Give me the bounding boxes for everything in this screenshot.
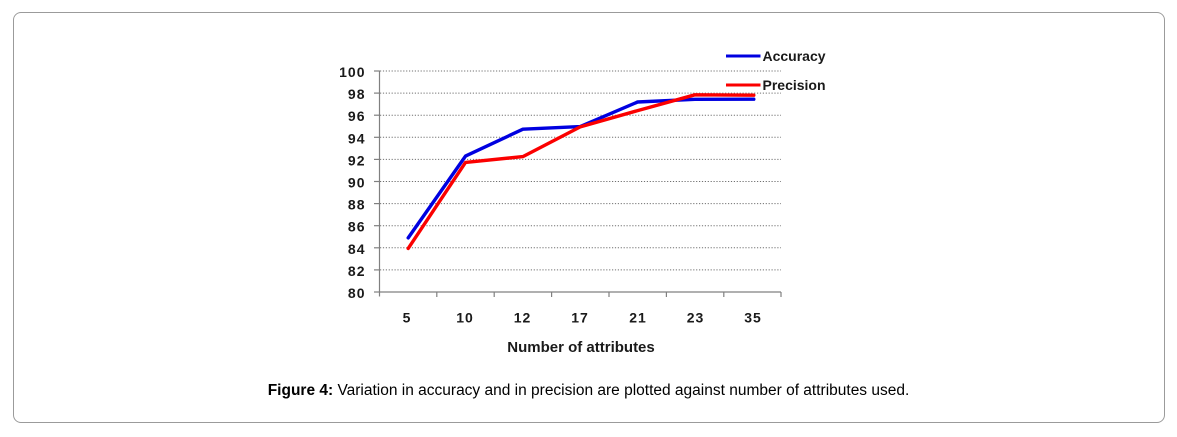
svg-text:86: 86	[348, 219, 366, 235]
svg-text:35: 35	[744, 310, 762, 326]
svg-text:Accuracy: Accuracy	[763, 48, 826, 64]
svg-text:96: 96	[348, 108, 366, 124]
svg-text:5: 5	[403, 310, 412, 326]
svg-text:Number of attributes: Number of attributes	[507, 339, 655, 356]
svg-text:Precision: Precision	[763, 77, 826, 93]
svg-text:10: 10	[456, 310, 474, 326]
svg-text:94: 94	[348, 130, 366, 146]
svg-text:84: 84	[348, 241, 366, 257]
svg-text:80: 80	[348, 285, 366, 301]
svg-text:88: 88	[348, 197, 366, 213]
svg-text:12: 12	[514, 310, 532, 326]
svg-text:21: 21	[629, 310, 647, 326]
svg-text:17: 17	[571, 310, 589, 326]
svg-text:98: 98	[348, 86, 366, 102]
svg-text:100: 100	[339, 64, 365, 80]
svg-text:90: 90	[348, 175, 366, 191]
svg-text:82: 82	[348, 263, 366, 279]
svg-text:23: 23	[687, 310, 705, 326]
svg-text:92: 92	[348, 152, 366, 168]
